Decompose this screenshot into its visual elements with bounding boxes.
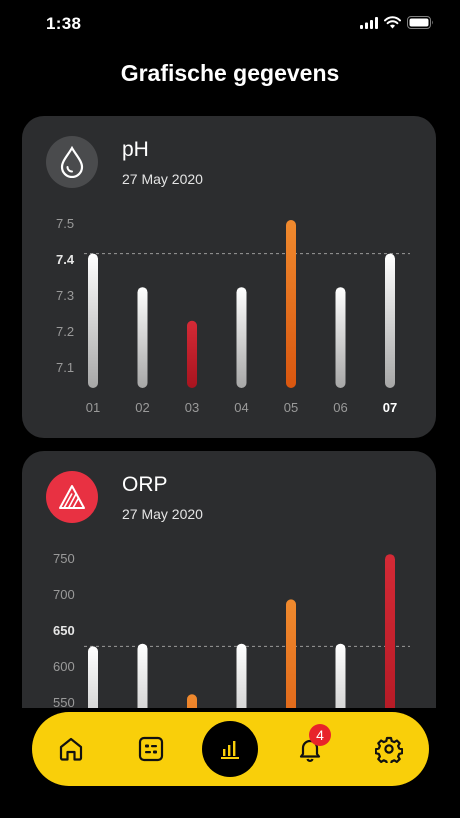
card-date: 27 May 2020 <box>122 171 203 187</box>
wifi-icon <box>384 16 401 29</box>
y-tick-label: 750 <box>53 551 75 566</box>
chart-bar[interactable] <box>385 253 395 388</box>
orp-bar-chart: 750 700 650 600 550 <box>53 551 410 751</box>
chart-bar[interactable] <box>286 220 296 388</box>
card-title: ORP <box>122 473 168 496</box>
status-icons <box>360 16 434 29</box>
signal-icon <box>360 16 378 29</box>
y-tick-label: 650 <box>53 623 75 638</box>
chart-bar[interactable] <box>88 253 98 388</box>
y-tick-label: 600 <box>53 659 75 674</box>
ph-chart-card[interactable]: pH 27 May 2020 7.5 7.4 7.3 7.2 7.1 01 02 03 04 05… <box>22 116 436 438</box>
bottom-navigation <box>32 712 429 786</box>
x-tick-label: 05 <box>284 400 298 415</box>
orp-triangle-icon <box>46 471 98 523</box>
x-tick-label: 01 <box>86 400 100 415</box>
ph-bar-chart: 7.5 7.4 7.3 7.2 7.1 01 02 03 04 05 06 07 <box>56 216 410 415</box>
card-date: 27 May 2020 <box>122 506 203 522</box>
x-tick-label: 07 <box>383 400 397 415</box>
y-tick-label: 7.2 <box>56 324 74 339</box>
orp-chart-card[interactable]: ORP 27 May 2020 750 700 650 600 550 <box>22 451 436 751</box>
y-tick-label: 700 <box>53 587 75 602</box>
status-bar: 1:38 <box>0 0 460 48</box>
home-icon[interactable] <box>52 730 90 768</box>
notification-badge: 4 <box>309 724 331 746</box>
chart-bar[interactable] <box>236 287 247 388</box>
status-time: 1:38 <box>46 14 82 33</box>
y-tick-label: 7.1 <box>56 360 74 375</box>
gear-icon[interactable] <box>370 730 408 768</box>
x-tick-label: 02 <box>135 400 149 415</box>
x-tick-label: 03 <box>185 400 199 415</box>
y-tick-label: 550 <box>53 695 75 710</box>
chart-bar[interactable] <box>335 287 346 388</box>
water-drop-icon <box>46 136 98 188</box>
page-title: Grafische gegevens <box>120 60 340 86</box>
chart-bar[interactable] <box>187 320 197 388</box>
chart-bar[interactable] <box>137 287 148 388</box>
x-tick-label: 06 <box>333 400 347 415</box>
y-tick-label: 7.3 <box>56 288 74 303</box>
y-tick-label: 7.4 <box>56 252 75 267</box>
chart-bar[interactable] <box>385 554 395 751</box>
battery-icon <box>407 16 433 29</box>
dashboard-icon[interactable] <box>132 730 170 768</box>
x-tick-label: 04 <box>234 400 248 415</box>
card-title: pH <box>122 138 149 161</box>
chart-icon[interactable] <box>202 721 258 777</box>
y-tick-label: 7.5 <box>56 216 74 231</box>
